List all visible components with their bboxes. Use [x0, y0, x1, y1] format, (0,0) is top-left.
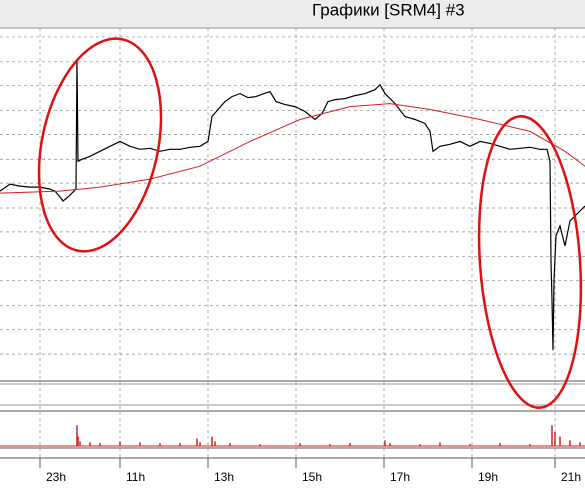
volume-bar	[529, 444, 531, 446]
volume-bar	[384, 440, 386, 446]
volume-bar	[119, 441, 121, 446]
x-tick-label: 23h	[46, 470, 66, 484]
volume-bar	[179, 443, 181, 446]
volume-bar	[569, 440, 571, 446]
volume-bar	[579, 442, 581, 446]
volume-bar	[77, 436, 79, 446]
volume-bar	[499, 443, 501, 446]
x-tick-label: 13h	[214, 470, 234, 484]
volume-bar	[259, 444, 261, 446]
volume-bar	[199, 442, 201, 446]
price-line	[0, 59, 585, 351]
volume-bar	[159, 443, 161, 446]
chart-title: Графики [SRM4] #3	[312, 0, 465, 19]
volume-bar	[329, 444, 331, 446]
price-line	[0, 103, 585, 194]
volume-bar	[551, 425, 553, 446]
volume-bar	[76, 425, 78, 446]
volume-bar	[79, 441, 81, 446]
title-bar	[0, 0, 585, 27]
panel-frame	[0, 27, 585, 459]
volume-bar	[89, 442, 91, 446]
volume-bar	[299, 443, 301, 446]
annotation-circle	[477, 115, 583, 409]
volume-bar	[196, 438, 198, 446]
volume-bar	[389, 443, 391, 446]
volume-bar	[99, 443, 101, 446]
volume-bar	[469, 444, 471, 446]
volume-bar	[211, 436, 213, 446]
volume-bar	[139, 442, 141, 446]
volume-bar	[554, 431, 556, 446]
volume-bar	[559, 436, 561, 446]
x-tick-label: 15h	[302, 470, 322, 484]
x-tick-label: 21h	[561, 470, 581, 484]
x-tick-label: 19h	[478, 470, 498, 484]
volume-bar	[349, 443, 351, 446]
volume-bar	[419, 444, 421, 446]
x-tick-label: 17h	[390, 470, 410, 484]
volume-bar	[439, 442, 441, 446]
volume-bar	[214, 441, 216, 446]
volume-bar	[229, 443, 231, 446]
x-tick-label: 11h	[126, 470, 145, 484]
annotation-circle	[37, 37, 163, 253]
